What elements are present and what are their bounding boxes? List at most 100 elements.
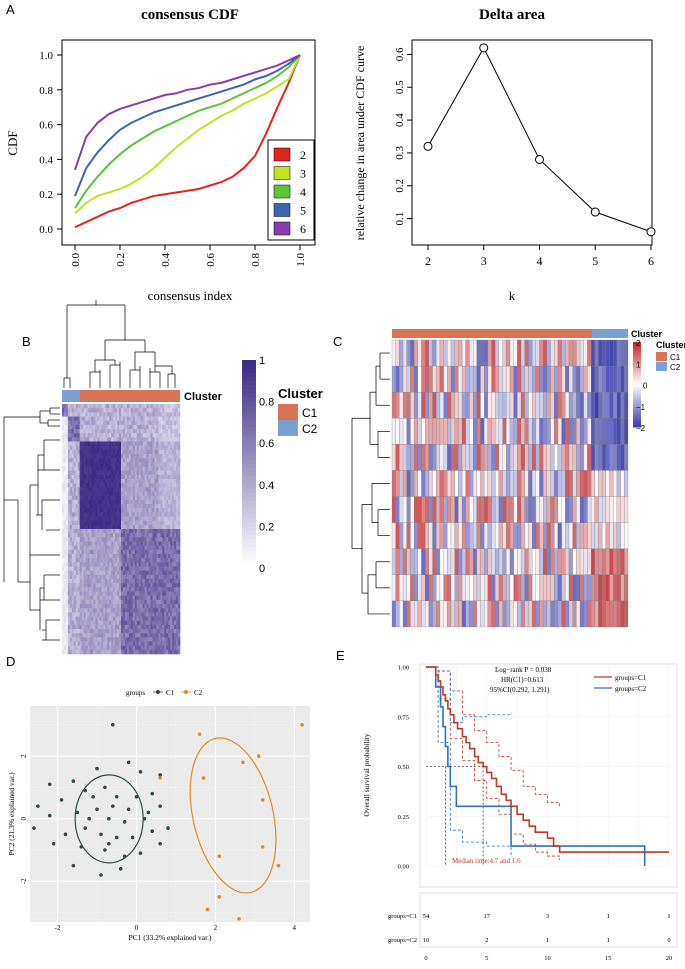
b-cell	[107, 504, 110, 509]
b-cell	[89, 637, 92, 642]
b-cell	[156, 549, 159, 555]
b-cell	[144, 449, 147, 455]
b-cell	[79, 549, 82, 555]
b-cell	[154, 595, 157, 601]
b-cell	[166, 412, 169, 417]
b-cell	[130, 520, 134, 526]
b-cell	[65, 479, 69, 484]
b-cell	[142, 412, 145, 417]
b-cell	[164, 437, 167, 442]
b-cell	[85, 549, 88, 555]
b-cell	[148, 533, 151, 538]
b-cell	[128, 474, 132, 480]
b-cell	[124, 441, 128, 446]
b-cell	[117, 520, 120, 526]
b-cell	[130, 570, 134, 576]
b-cell	[69, 412, 73, 417]
b-cell	[69, 624, 73, 630]
b-cell	[89, 549, 92, 555]
b-cell	[124, 508, 128, 513]
c-cell	[543, 339, 547, 367]
b-cell	[121, 633, 124, 638]
b-cell	[105, 604, 108, 609]
c-cell	[568, 418, 573, 445]
b-cell	[158, 416, 161, 421]
b-cell	[166, 562, 169, 567]
c-cell	[428, 522, 433, 549]
b-cell	[170, 604, 173, 609]
b-cell	[69, 579, 73, 584]
b-cell	[178, 545, 181, 551]
b-colorbar-step	[242, 409, 256, 415]
c-cell	[436, 548, 441, 575]
b-cell	[62, 487, 65, 492]
b-cell	[134, 487, 138, 492]
b-cell	[115, 437, 118, 442]
e-xtick-label: 10	[544, 955, 551, 962]
b-cell	[138, 458, 141, 463]
c-cell	[624, 418, 629, 445]
b-cell	[134, 591, 138, 596]
b-cell	[63, 408, 67, 413]
c-cell	[391, 470, 396, 497]
c-colorbar-step	[633, 422, 641, 426]
b-cell	[150, 512, 153, 517]
b-cell	[138, 562, 141, 567]
c-cell	[535, 574, 540, 602]
c-cell	[620, 365, 625, 393]
b-cell	[95, 491, 98, 496]
b-cell	[91, 637, 94, 642]
b-cell	[97, 520, 100, 526]
b-cell	[103, 449, 106, 455]
b-cell	[130, 516, 134, 521]
b-cell	[95, 483, 98, 488]
b-cell	[126, 545, 130, 551]
c-cell	[399, 444, 404, 471]
b-cell	[158, 404, 161, 409]
c-cell	[421, 392, 426, 419]
b-cell	[99, 483, 102, 488]
b-cell	[154, 629, 157, 634]
b-cell	[113, 633, 116, 638]
b-cell	[122, 562, 126, 567]
c-cell	[458, 574, 463, 602]
c-colorbar-step	[633, 418, 641, 422]
b-cell	[162, 574, 165, 580]
b-cell	[113, 449, 116, 455]
b-cell	[168, 583, 171, 588]
b-cell	[105, 437, 108, 442]
b-cell	[124, 645, 128, 651]
c-cell	[428, 496, 433, 523]
c-cell	[546, 574, 551, 602]
b-cell	[158, 558, 161, 563]
b-cell	[130, 491, 134, 496]
b-cell	[121, 562, 124, 567]
b-cell	[144, 445, 147, 451]
b-cell	[93, 479, 96, 484]
b-cell	[99, 558, 102, 563]
b-cell	[111, 416, 114, 421]
b-cell	[105, 537, 108, 542]
c-cell	[561, 444, 566, 471]
b-cell	[130, 545, 134, 551]
d-point-c2	[300, 722, 304, 727]
b-cell	[156, 520, 159, 526]
b-cell	[138, 454, 141, 459]
b-cell	[160, 520, 163, 526]
b-cell	[166, 404, 169, 409]
b-cell	[75, 437, 79, 442]
b-cell	[122, 591, 126, 596]
d-point-c2	[237, 917, 241, 921]
b-cell	[150, 579, 153, 584]
b-cell	[83, 516, 86, 521]
b-cell	[101, 541, 104, 546]
b-cell	[134, 466, 138, 471]
b-cell	[115, 637, 118, 642]
b-cell	[71, 608, 75, 613]
b-cell	[178, 570, 181, 576]
b-cell	[85, 541, 88, 546]
b-cell	[89, 437, 92, 442]
c-colorbar-step	[633, 350, 641, 354]
b-cell	[122, 516, 126, 521]
b-heatmap-cells	[62, 404, 181, 655]
